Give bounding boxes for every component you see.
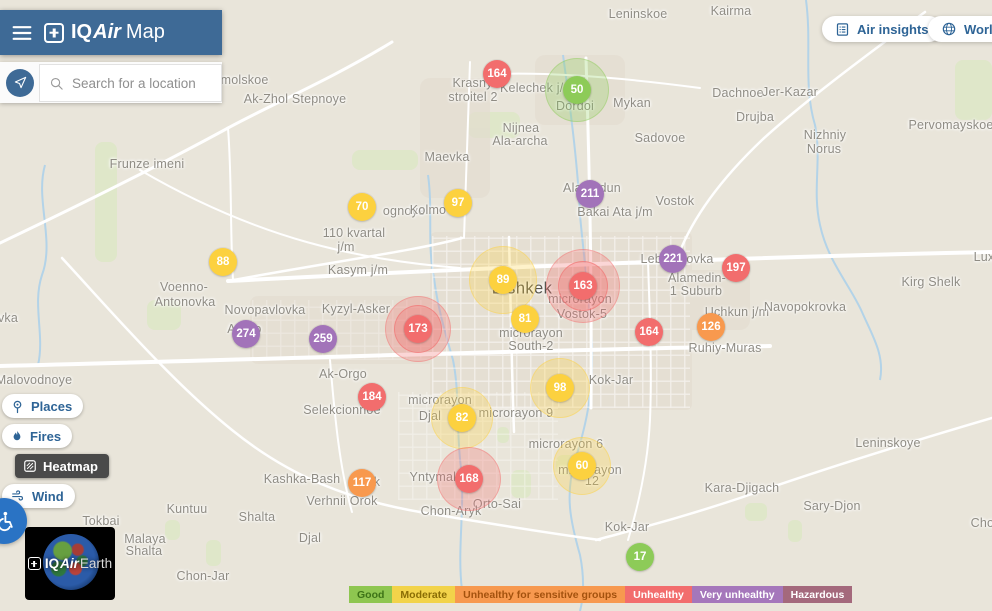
legend-chip: Good: [349, 586, 393, 603]
my-location-button[interactable]: [6, 68, 34, 97]
aqi-marker[interactable]: 81: [511, 305, 539, 333]
logo-text-air: Air: [93, 21, 121, 43]
toolbar-places-button[interactable]: Places: [2, 394, 84, 418]
menu-icon[interactable]: [0, 25, 44, 41]
search-input[interactable]: [70, 74, 251, 92]
toolbar-wind-label: Wind: [32, 488, 64, 504]
wind-icon: [10, 489, 26, 503]
iqair-plus-icon: [44, 22, 64, 43]
aqi-marker[interactable]: 211: [576, 180, 604, 208]
earth-logo-iq: IQ: [44, 556, 60, 571]
fires-icon: [10, 429, 24, 444]
aqi-marker[interactable]: 97: [444, 189, 472, 217]
aqi-marker[interactable]: 70: [348, 193, 376, 221]
aqi-marker[interactable]: 117: [348, 469, 376, 497]
aqi-legend: Good Moderate Unhealthy for sensitive grou…: [349, 586, 853, 603]
list-icon: [835, 22, 850, 37]
wheelchair-icon: [0, 510, 15, 532]
toolbar-fires-button[interactable]: Fires: [2, 424, 73, 448]
app-name: Map: [125, 21, 165, 43]
search-box: [39, 64, 251, 102]
earth-logo-suffix: Earth: [79, 556, 113, 571]
aqi-marker[interactable]: 164: [635, 318, 663, 346]
aqi-marker[interactable]: 197: [722, 254, 750, 282]
earth-globe-image: [43, 534, 99, 590]
toolbar-heatmap-label: Heatmap: [43, 458, 98, 474]
iqair-plus-icon: [27, 557, 41, 570]
aqi-marker[interactable]: 173: [404, 315, 432, 343]
app-header: IQAir Map: [0, 10, 222, 55]
legend-chip: Moderate: [392, 586, 456, 603]
toolbar-places-label: Places: [31, 398, 73, 414]
legend-chip: Unhealthy for sensitive groups: [455, 586, 626, 603]
toolbar-heatmap-button[interactable]: Heatmap: [15, 454, 109, 478]
aqi-marker[interactable]: 88: [209, 248, 237, 276]
aqi-marker[interactable]: 259: [309, 325, 337, 353]
aqi-marker[interactable]: 98: [546, 374, 574, 402]
iqair-earth-card[interactable]: IQAirEarth: [25, 527, 115, 600]
aqi-marker[interactable]: 89: [489, 266, 517, 294]
aqi-marker[interactable]: 17: [626, 543, 654, 571]
aqi-marker[interactable]: 163: [569, 272, 597, 300]
globe-icon: [941, 21, 957, 37]
heatmap-icon: [23, 459, 37, 473]
toolbar-fires-label: Fires: [30, 428, 62, 444]
world-label: World a: [964, 21, 992, 37]
search-icon: [49, 76, 64, 91]
aqi-marker[interactable]: 60: [568, 452, 596, 480]
search-panel: [0, 62, 251, 103]
legend-chip: Unhealthy: [625, 586, 692, 603]
navigation-icon: [14, 76, 27, 89]
air-insights-button[interactable]: Air insights: [822, 16, 942, 42]
logo-text-iq: IQ: [71, 21, 93, 43]
legend-chip: Very unhealthy: [691, 586, 783, 603]
aqi-marker[interactable]: 274: [232, 320, 260, 348]
earth-logo-air: Air: [60, 556, 79, 571]
aqi-marker[interactable]: 168: [455, 465, 483, 493]
air-insights-label: Air insights: [857, 21, 929, 37]
iqair-earth-logo: IQAirEarth: [27, 556, 113, 571]
aqi-marker[interactable]: 184: [358, 383, 386, 411]
iqair-logo: IQAir Map: [44, 21, 165, 44]
aqi-marker[interactable]: 82: [448, 404, 476, 432]
aqi-marker[interactable]: 221: [659, 245, 687, 273]
places-icon: [10, 399, 25, 414]
world-air-quality-button[interactable]: World a: [928, 16, 992, 42]
aqi-marker[interactable]: 50: [563, 76, 591, 104]
legend-chip: Hazardous: [782, 586, 853, 603]
aqi-marker[interactable]: 126: [697, 313, 725, 341]
aqi-marker[interactable]: 164: [483, 60, 511, 88]
